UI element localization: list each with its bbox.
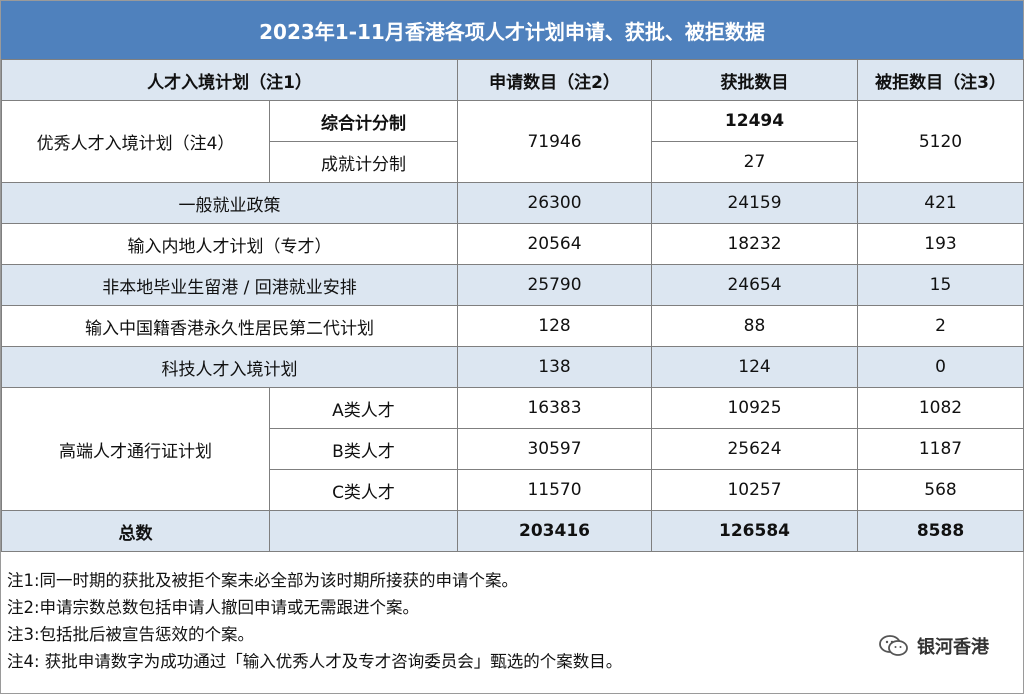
row-excellence-sub2: 成就计分制 <box>269 141 458 183</box>
header-scheme: 人才入境计划（注1） <box>1 59 458 101</box>
row-top-talent-a-rejected: 1082 <box>857 387 1024 429</box>
row-tech-name: 科技人才入境计划 <box>1 346 458 388</box>
table-row: C类人才 11570 10257 568 <box>2 469 1024 511</box>
row-tech-rejected: 0 <box>857 346 1024 388</box>
row-top-talent-b-applied: 30597 <box>457 428 652 470</box>
row-excellence-applied: 71946 <box>457 100 652 183</box>
row-graduates-approved: 24654 <box>651 264 858 306</box>
row-general-applied: 26300 <box>457 182 652 224</box>
row-excellence-rejected: 5120 <box>857 100 1024 183</box>
row-top-talent-c-applied: 11570 <box>457 469 652 511</box>
header-applied: 申请数目（注2） <box>457 59 652 101</box>
notes: 注1:同一时期的获批及被拒个案未必全部为该时期所接获的申请个案。 注2:申请宗数… <box>7 567 622 675</box>
row-tech-approved: 124 <box>651 346 858 388</box>
row-top-talent-a-applied: 16383 <box>457 387 652 429</box>
table-row: 成就计分制 27 <box>2 141 1024 183</box>
row-top-talent-b-label: B类人才 <box>269 428 458 470</box>
row-top-talent-name: 高端人才通行证计划 <box>1 387 270 511</box>
row-tech-applied: 138 <box>457 346 652 388</box>
row-mainland-applied: 20564 <box>457 223 652 265</box>
note-2: 注2:申请宗数总数包括申请人撤回申请或无需跟进个案。 <box>7 598 420 617</box>
row-excellence-approved1: 12494 <box>651 100 858 142</box>
row-second-gen-name: 输入中国籍香港永久性居民第二代计划 <box>1 305 458 347</box>
row-top-talent-c-label: C类人才 <box>269 469 458 511</box>
row-second-gen-approved: 88 <box>651 305 858 347</box>
row-total-approved: 126584 <box>651 510 858 552</box>
row-total-rejected: 8588 <box>857 510 1024 552</box>
row-excellence-name: 优秀人才入境计划（注4） <box>1 100 270 183</box>
row-top-talent-a-label: A类人才 <box>269 387 458 429</box>
table-row: 输入中国籍香港永久性居民第二代计划 128 88 2 <box>1 305 1024 347</box>
row-top-talent-b-rejected: 1187 <box>857 428 1024 470</box>
talent-scheme-table: 人才入境计划（注1） 申请数目（注2） 获批数目 被拒数目（注3） 优秀人才入境… <box>1 59 1024 552</box>
watermark-text: 银河香港 <box>917 637 989 658</box>
row-total-applied: 203416 <box>457 510 652 552</box>
row-total-spacer <box>269 510 458 552</box>
row-excellence-sub1: 综合计分制 <box>269 100 458 142</box>
row-mainland-approved: 18232 <box>651 223 858 265</box>
table-row: 优秀人才入境计划（注4） 综合计分制 71946 12494 5120 <box>1 100 1024 183</box>
row-excellence-approved2: 27 <box>651 141 858 183</box>
note-4: 注4: 获批申请数字为成功通过「输入优秀人才及专才咨询委员会」甄选的个案数目。 <box>7 652 623 671</box>
header-approved: 获批数目 <box>651 59 858 101</box>
row-top-talent-a-approved: 10925 <box>651 387 858 429</box>
row-second-gen-rejected: 2 <box>857 305 1024 347</box>
header-row: 人才入境计划（注1） 申请数目（注2） 获批数目 被拒数目（注3） <box>1 59 1024 101</box>
row-general-name: 一般就业政策 <box>1 182 458 224</box>
table-row: B类人才 30597 25624 1187 <box>2 428 1024 470</box>
source-watermark: 银河香港 <box>879 633 989 659</box>
row-graduates-rejected: 15 <box>857 264 1024 306</box>
table-title: 2023年1-11月香港各项人才计划申请、获批、被拒数据 <box>1 1 1023 59</box>
table-row: 非本地毕业生留港 / 回港就业安排 25790 24654 15 <box>1 264 1024 306</box>
table-row: 输入内地人才计划（专才） 20564 18232 193 <box>1 223 1024 265</box>
row-graduates-name: 非本地毕业生留港 / 回港就业安排 <box>1 264 458 306</box>
row-total-name: 总数 <box>1 510 270 552</box>
note-3: 注3:包括批后被宣告惩效的个案。 <box>7 625 255 644</box>
row-second-gen-applied: 128 <box>457 305 652 347</box>
row-top-talent-c-approved: 10257 <box>651 469 858 511</box>
row-mainland-name: 输入内地人才计划（专才） <box>1 223 458 265</box>
row-general-approved: 24159 <box>651 182 858 224</box>
row-graduates-applied: 25790 <box>457 264 652 306</box>
total-row: 总数 203416 126584 8588 <box>1 510 1024 552</box>
wechat-icon <box>879 634 909 658</box>
row-top-talent-b-approved: 25624 <box>651 428 858 470</box>
table-row: 科技人才入境计划 138 124 0 <box>1 346 1024 388</box>
row-general-rejected: 421 <box>857 182 1024 224</box>
header-rejected: 被拒数目（注3） <box>857 59 1024 101</box>
row-top-talent-c-rejected: 568 <box>857 469 1024 511</box>
table-row: 一般就业政策 26300 24159 421 <box>1 182 1024 224</box>
row-mainland-rejected: 193 <box>857 223 1024 265</box>
table-row: 高端人才通行证计划 A类人才 16383 10925 1082 <box>1 387 1024 511</box>
note-1: 注1:同一时期的获批及被拒个案未必全部为该时期所接获的申请个案。 <box>7 571 519 590</box>
